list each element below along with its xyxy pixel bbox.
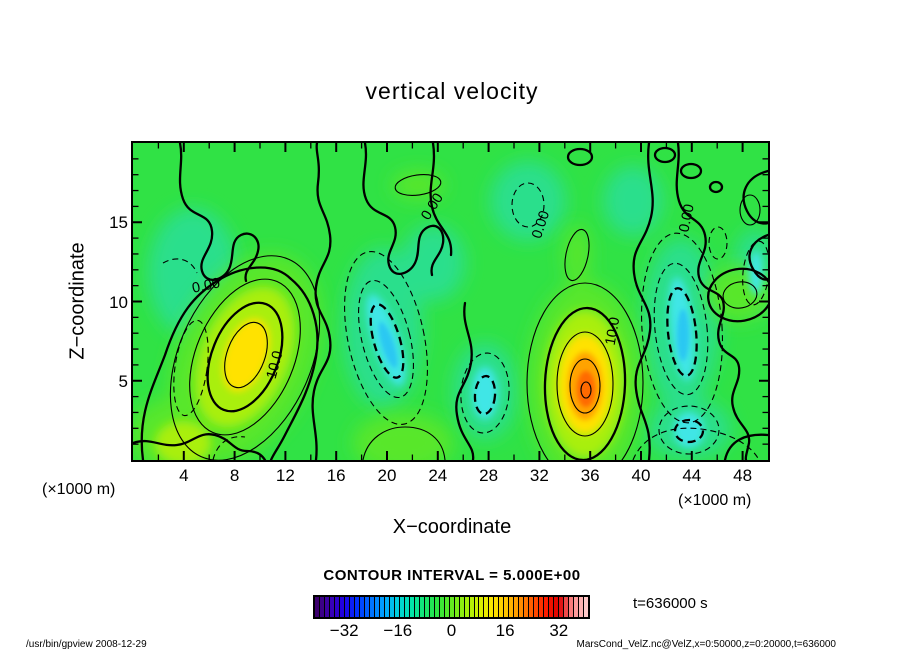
colorbar-segment [374,597,379,617]
x-tick-label: 48 [733,466,753,485]
colorbar-segment [459,597,464,617]
contours-negative-dashed [162,182,768,460]
colorbar-tick-label: −32 [329,621,359,640]
colorbar-segment [329,597,334,617]
colorbar-segment [359,597,364,617]
colorbar-segment [529,597,534,617]
colorbar-segment [319,597,324,617]
colorbar-segment [324,597,329,617]
colorbar-tick-label: 16 [495,621,515,640]
x-tick-label: 32 [529,466,549,485]
colorbar-segment [315,597,319,617]
colorbar-segment [439,597,444,617]
colorbar-segment [419,597,424,617]
x-tick-label: 28 [479,466,499,485]
x-tick-label: 36 [580,466,600,485]
colorbar-segment [469,597,474,617]
contour-label: 0.00 [191,275,222,297]
colorbar-segment [464,597,469,617]
x-tick-label: 20 [377,466,397,485]
contour-label: 10.0 [264,349,287,380]
x-axis-unit: (×1000 m) [678,492,752,509]
colorbar-segment [564,597,569,617]
colorbar [313,595,590,619]
colorbar-segment [404,597,409,617]
x-tick-label: 24 [428,466,448,485]
time-annotation: t=636000 s [633,595,708,612]
colorbar-segment [484,597,489,617]
y-tick-label: 15 [109,213,128,233]
colorbar-segment [339,597,344,617]
colorbar-segment [449,597,454,617]
colorbar-segment [399,597,404,617]
x-tick-label: 4 [179,466,189,485]
colorbar-segment [384,597,389,617]
colorbar-segment [574,597,579,617]
colorbar-segment [414,597,419,617]
colorbar-segment [429,597,434,617]
contour-label: 0.00 [676,203,698,234]
colorbar-segment [334,597,339,617]
colorbar-tick-label: 0 [446,621,457,640]
colorbar-segment [354,597,359,617]
colorbar-segment [549,597,554,617]
colorbar-segment [539,597,544,617]
colorbar-segment [364,597,369,617]
field-blobs [133,161,768,460]
colorbar-segment [544,597,549,617]
x-tick-label: 40 [631,466,651,485]
colorbar-segment [509,597,514,617]
x-tick-label: 12 [275,466,295,485]
colorbar-segment [584,597,589,617]
colorbar-segment [569,597,574,617]
colorbar-tick-label: −16 [383,621,413,640]
colorbar-segment [349,597,354,617]
x-tick-label: 16 [326,466,346,485]
colorbar-segment [444,597,449,617]
y-axis-unit: (×1000 m) [42,481,116,498]
colorbar-segment [479,597,484,617]
chart-title: vertical velocity [365,78,539,104]
colorbar-segment [534,597,539,617]
colorbar-segment [524,597,529,617]
colorbar-segment [454,597,459,617]
colorbar-segment [489,597,494,617]
colorbar-segment [389,597,394,617]
colorbar-segment [519,597,524,617]
colorbar-segment [559,597,564,617]
colorbar-segment [579,597,584,617]
axis-ticks [133,143,768,460]
colorbar-tick-label: 32 [549,621,569,640]
colorbar-segment [394,597,399,617]
x-tick-label: 44 [682,466,702,485]
colorbar-segment [514,597,519,617]
colorbar-segment [379,597,384,617]
contour-label: 10.0 [603,316,624,347]
contour-interval-text: CONTOUR INTERVAL = 5.000E+00 [323,567,581,584]
y-tick-label: 10 [109,292,128,312]
x-axis-label: X−coordinate [392,516,512,538]
footer-dataset-text: MarsCond_VelZ.nc@VelZ,x=0:50000,z=0:2000… [576,639,837,650]
colorbar-segment [344,597,349,617]
contours-zero-thick [133,143,768,460]
colorbar-segment [424,597,429,617]
footer-command-text: /usr/bin/gpview 2008-12-29 [26,639,147,650]
colorbar-segment [499,597,504,617]
colorbar-segment [409,597,414,617]
contours-positive-thin [169,174,761,460]
colorbar-segment [494,597,499,617]
colorbar-segment [554,597,559,617]
colorbar-segment [504,597,509,617]
y-tick-label: 5 [118,371,128,391]
colorbar-segment [369,597,374,617]
x-tick-label: 8 [229,466,240,485]
colorbar-segment [474,597,479,617]
plot-area: 0.00 10.0 0.00 0.00 10.0 0.00 [131,141,770,462]
colorbar-segment [434,597,439,617]
